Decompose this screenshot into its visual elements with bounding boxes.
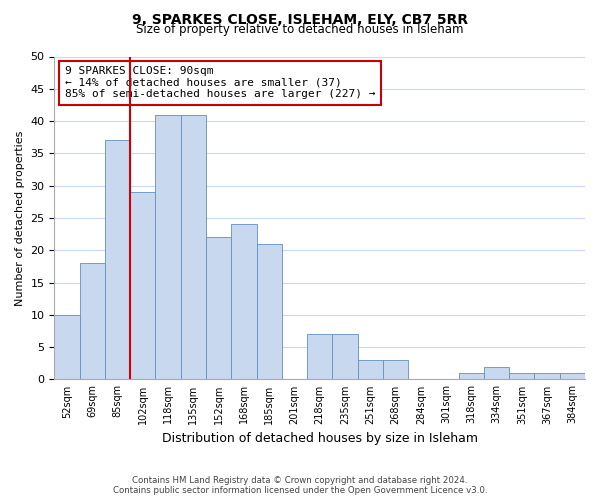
Text: 9, SPARKES CLOSE, ISLEHAM, ELY, CB7 5RR: 9, SPARKES CLOSE, ISLEHAM, ELY, CB7 5RR: [132, 12, 468, 26]
Bar: [55, 315, 80, 380]
Y-axis label: Number of detached properties: Number of detached properties: [15, 130, 25, 306]
Bar: [535, 373, 560, 380]
Text: 9 SPARKES CLOSE: 90sqm
← 14% of detached houses are smaller (37)
85% of semi-det: 9 SPARKES CLOSE: 90sqm ← 14% of detached…: [65, 66, 376, 100]
Bar: [458, 373, 484, 380]
Bar: [332, 334, 358, 380]
Bar: [80, 263, 105, 380]
X-axis label: Distribution of detached houses by size in Isleham: Distribution of detached houses by size …: [162, 432, 478, 445]
Bar: [509, 373, 535, 380]
Bar: [307, 334, 332, 380]
Bar: [155, 114, 181, 380]
Bar: [206, 238, 231, 380]
Bar: [383, 360, 408, 380]
Bar: [560, 373, 585, 380]
Bar: [130, 192, 155, 380]
Bar: [484, 366, 509, 380]
Bar: [358, 360, 383, 380]
Text: Size of property relative to detached houses in Isleham: Size of property relative to detached ho…: [136, 22, 464, 36]
Bar: [105, 140, 130, 380]
Text: Contains HM Land Registry data © Crown copyright and database right 2024.
Contai: Contains HM Land Registry data © Crown c…: [113, 476, 487, 495]
Bar: [257, 244, 282, 380]
Bar: [231, 224, 257, 380]
Bar: [181, 114, 206, 380]
